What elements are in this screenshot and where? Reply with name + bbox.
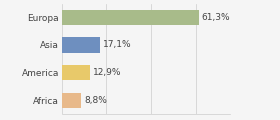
Text: 8,8%: 8,8% bbox=[84, 96, 107, 105]
Bar bbox=[62, 65, 90, 80]
Text: 12,9%: 12,9% bbox=[93, 68, 122, 77]
Bar bbox=[62, 10, 199, 25]
Bar bbox=[62, 93, 81, 108]
Text: 17,1%: 17,1% bbox=[102, 41, 131, 49]
Text: 61,3%: 61,3% bbox=[202, 13, 230, 22]
Bar bbox=[62, 37, 100, 53]
